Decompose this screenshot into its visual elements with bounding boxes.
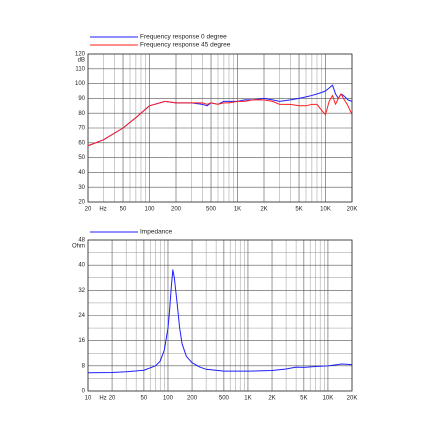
y-tick-label: 40 xyxy=(78,263,85,269)
x-tick-label: 500 xyxy=(206,207,217,213)
y-tick-label: 24 xyxy=(78,313,85,319)
x-tick-label: 10K xyxy=(323,396,334,402)
legend-label: Impedance xyxy=(140,229,173,236)
x-tick-label: 50 xyxy=(120,207,127,213)
plot-border xyxy=(87,239,353,392)
y-tick-label: 8 xyxy=(82,363,86,369)
y-tick-label: 100 xyxy=(75,81,86,87)
y-tick-label: 90 xyxy=(78,96,85,102)
x-tick-label: 10 xyxy=(85,396,92,402)
series-line xyxy=(87,93,353,147)
y-tick-label: 80 xyxy=(78,111,85,117)
legend-label: Frequency response 0 degree xyxy=(140,34,227,41)
x-tick-label: 1K xyxy=(244,396,251,402)
x-tick-label: 1K xyxy=(234,207,241,213)
x-tick-label: 500 xyxy=(219,396,230,402)
chart: 10 20 50 100 200 500 1K 2K 5K 10K 20K Hz 0 8 16 24 32 40 4… xyxy=(72,229,357,402)
y-tick-label: 50 xyxy=(78,155,85,161)
x-tick-label: 2K xyxy=(260,207,267,213)
x-tick-label: 5K xyxy=(295,207,302,213)
x-tick-label: 20K xyxy=(347,207,358,213)
x-tick-label: 100 xyxy=(163,396,174,402)
plot-border xyxy=(87,53,353,203)
series-line xyxy=(87,269,353,374)
x-unit-label: Hz xyxy=(99,207,106,213)
y-unit-label: Ohm xyxy=(72,244,85,250)
x-tick-label: 2K xyxy=(268,396,275,402)
x-tick-label: 100 xyxy=(145,207,156,213)
x-tick-label: 200 xyxy=(187,396,198,402)
y-unit-label: dB xyxy=(78,58,85,64)
chart: 20 50 100 200 500 1K 2K 5K 10K 20K Hz 20 30 40 50 60 70 8… xyxy=(75,34,357,213)
y-tick-label: 40 xyxy=(78,170,85,176)
y-tick-label: 16 xyxy=(78,338,85,344)
series-line xyxy=(87,84,353,147)
y-tick-label: 48 xyxy=(78,238,85,244)
y-tick-label: 0 xyxy=(82,389,86,395)
y-tick-label: 20 xyxy=(78,200,85,206)
y-tick-label: 30 xyxy=(78,185,85,191)
y-tick-label: 110 xyxy=(75,66,85,72)
x-tick-label: 200 xyxy=(171,207,182,213)
legend-label: Frequency response 45 degree xyxy=(140,42,231,49)
y-tick-label: 60 xyxy=(78,140,85,146)
x-tick-label: 50 xyxy=(141,396,148,402)
x-unit-label: Hz xyxy=(99,396,106,402)
y-tick-label: 32 xyxy=(78,288,85,294)
x-tick-label: 20K xyxy=(347,396,358,402)
x-tick-label: 10K xyxy=(320,207,331,213)
y-tick-label: 120 xyxy=(75,52,86,58)
y-tick-label: 70 xyxy=(78,126,85,132)
x-tick-label: 20 xyxy=(109,396,116,402)
x-tick-label: 5K xyxy=(300,396,307,402)
x-tick-label: 20 xyxy=(85,207,92,213)
